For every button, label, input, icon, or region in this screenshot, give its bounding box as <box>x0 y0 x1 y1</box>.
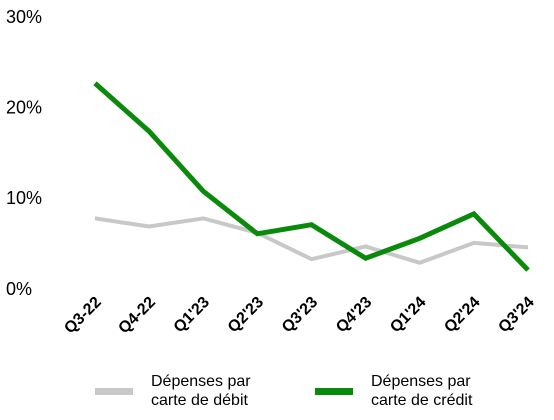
x-tick-label: Q3-22 <box>61 294 105 338</box>
x-tick-label: Q2'23 <box>225 294 267 336</box>
legend-swatch <box>95 387 133 395</box>
x-tick-label: Q1'24 <box>387 294 429 336</box>
y-tick-label: 30% <box>6 7 42 27</box>
x-tick-label: Q3'24 <box>495 294 537 336</box>
x-tick-label: Q2'24 <box>441 294 483 336</box>
y-tick-label: 0% <box>6 279 32 299</box>
x-tick-label: Q1'23 <box>171 294 213 336</box>
legend-item: Dépenses par carte de crédit <box>315 372 501 410</box>
legend-item: Dépenses par carte de débit <box>95 372 281 410</box>
series-line <box>93 81 530 272</box>
x-tick-label: Q3'23 <box>279 294 321 336</box>
x-tick-label: Q4-22 <box>115 294 159 338</box>
y-tick-label: 20% <box>6 97 42 117</box>
legend-label: Dépenses par carte de crédit <box>371 373 473 409</box>
x-tick-label: Q4'23 <box>333 294 375 336</box>
legend-label: Dépenses par carte de débit <box>151 373 251 409</box>
series-line <box>94 216 529 265</box>
legend-swatch <box>315 387 353 395</box>
y-tick-label: 10% <box>6 188 42 208</box>
